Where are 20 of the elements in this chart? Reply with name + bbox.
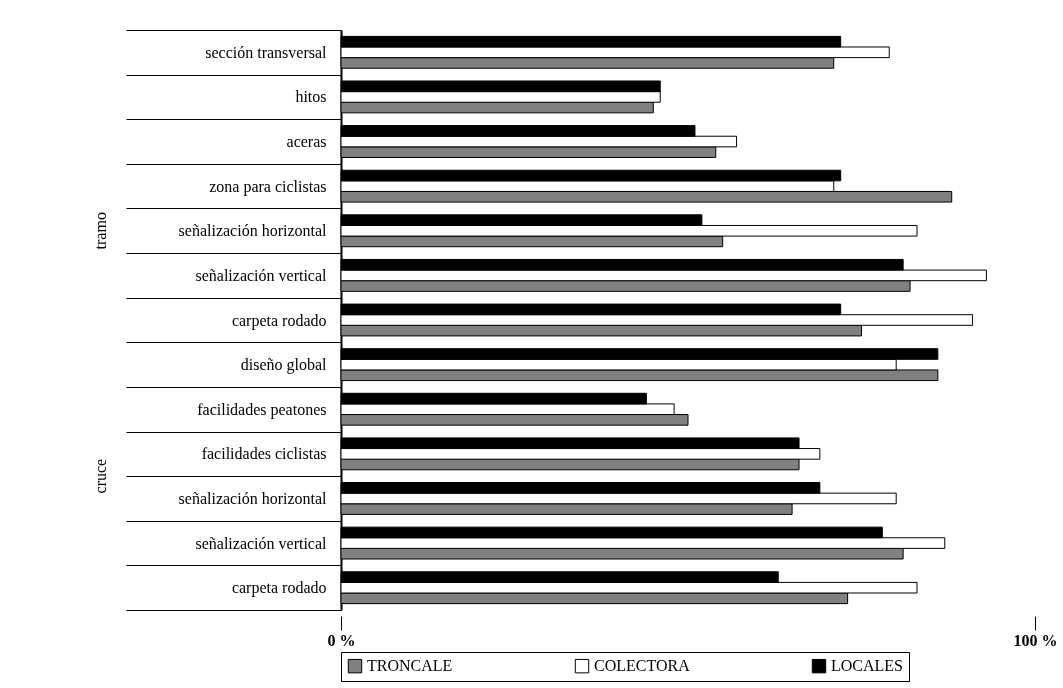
y-tick-label: señalización vertical — [195, 534, 328, 552]
y-tick-label: zona para ciclistas — [209, 177, 327, 196]
y-tick-label: carpeta rodado — [231, 579, 327, 598]
legend-label: COLECTORA — [594, 657, 691, 675]
legend-label: TRONCALE — [367, 657, 453, 675]
x-tick-label: 0 % — [327, 631, 356, 649]
text: tramo — [92, 212, 109, 250]
legend-label: LOCALES — [831, 657, 903, 675]
y-tick-label: señalización horizontal — [178, 489, 328, 507]
y-tick-label: señalización horizontal — [178, 222, 328, 240]
text: cruce — [92, 458, 109, 494]
y-tick-label: señalización vertical — [195, 266, 328, 284]
y-tick-label: hitos — [295, 88, 327, 106]
y-tick-label: sección transversal — [205, 43, 328, 61]
x-tick-label: 100 % — [1013, 631, 1058, 649]
y-tick-label: aceras — [286, 133, 327, 151]
y-tick-label: facilidades peatones — [197, 400, 327, 419]
y-tick-label: facilidades ciclistas — [201, 445, 327, 463]
y-tick-label: carpeta rodado — [231, 311, 327, 330]
y-tick-label: diseño global — [240, 356, 328, 375]
